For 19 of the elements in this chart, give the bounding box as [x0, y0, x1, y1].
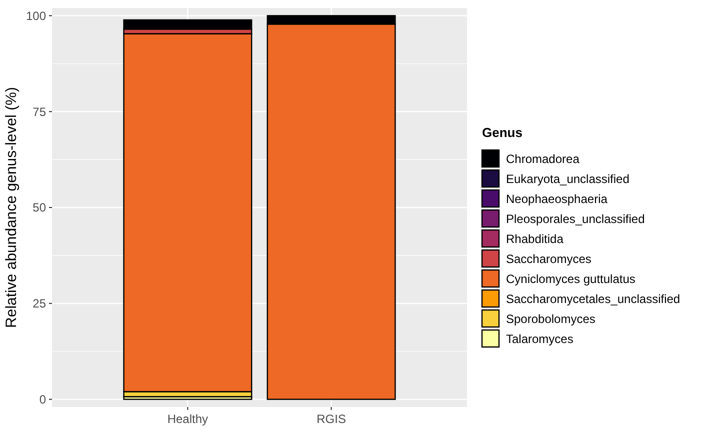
y-tick-label: 50: [32, 200, 46, 215]
legend-label: Cyniclomyces guttulatus: [506, 272, 636, 286]
legend-label: Eukaryota_unclassified: [506, 172, 630, 186]
x-tick-label: RGIS: [316, 412, 346, 426]
y-axis-title: Relative abundance genus-level (%): [3, 87, 20, 328]
y-tick-label: 0: [39, 392, 46, 407]
legend-label: Saccharomyces: [506, 252, 592, 266]
legend-label: Chromadorea: [506, 152, 580, 166]
legend-label: Rhabditida: [506, 232, 564, 246]
legend-label: Sporobolomyces: [506, 312, 596, 326]
legend-title: Genus: [482, 125, 522, 140]
y-tick-label: 100: [26, 8, 46, 23]
legend-label: Pleosporales_unclassified: [506, 212, 645, 226]
y-tick-label: 75: [32, 104, 46, 119]
x-tick-label: Healthy: [167, 412, 208, 426]
legend-label: Saccharomycetales_unclassified: [506, 292, 680, 306]
legend-label: Neophaeosphaeria: [506, 192, 608, 206]
legend-label: Talaromyces: [506, 332, 574, 346]
y-tick-label: 25: [32, 296, 46, 311]
